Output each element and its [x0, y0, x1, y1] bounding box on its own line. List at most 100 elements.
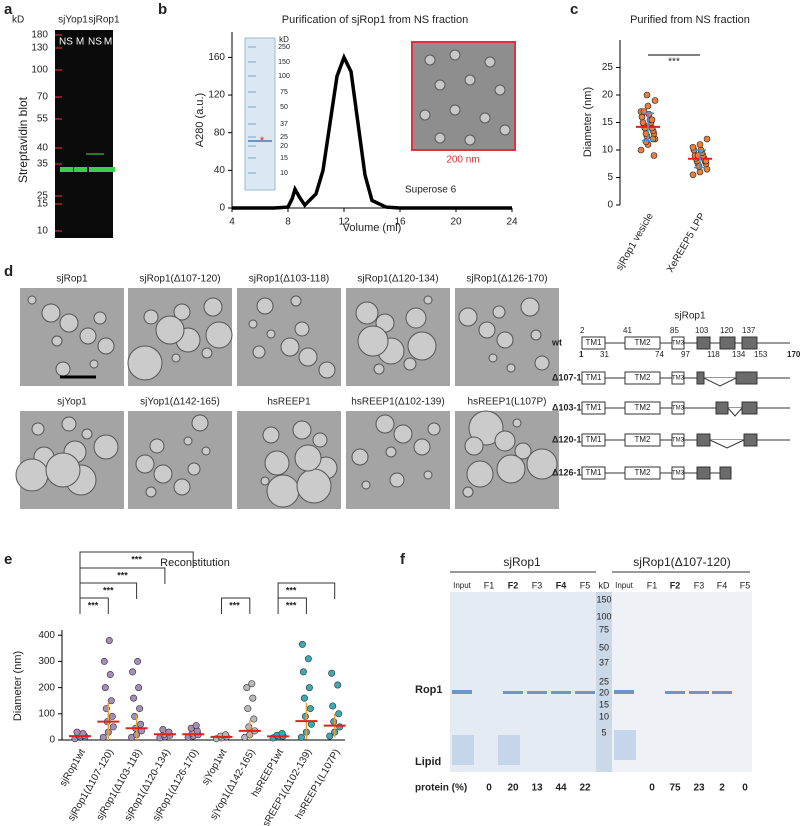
- x-tick-label: 4: [229, 217, 235, 228]
- particle: [494, 430, 516, 452]
- lane-label: NS: [59, 37, 73, 48]
- particle: [318, 361, 336, 379]
- ladder-label: 25: [37, 191, 49, 202]
- ladder-lane: [596, 592, 612, 772]
- lipid: [614, 730, 636, 760]
- particle: [201, 446, 211, 456]
- dot: [696, 168, 704, 176]
- dot: [136, 705, 144, 713]
- y-tick-label: 120: [208, 90, 225, 101]
- y-tick-label: 0: [219, 203, 225, 214]
- image-label: sjYop1: [57, 397, 87, 408]
- domain-label: TM3: [672, 438, 685, 444]
- band: [614, 690, 634, 694]
- particle: [145, 486, 157, 498]
- x-tick-label: 20: [450, 217, 462, 228]
- row-label: protein (%): [415, 783, 467, 794]
- particle: [506, 363, 516, 373]
- star: *: [260, 135, 265, 147]
- panel-letter: b: [158, 1, 167, 18]
- significance: ***: [286, 585, 297, 595]
- dot: [130, 694, 138, 702]
- particle: [434, 132, 446, 144]
- kd-label: kD: [279, 35, 289, 44]
- particle: [424, 54, 436, 66]
- x-tick-label: sjRop1wt: [58, 747, 88, 788]
- ladder-label: 15: [280, 155, 288, 162]
- domain-label: TM1: [586, 468, 603, 477]
- helix-box: [696, 433, 711, 447]
- dot: [249, 694, 257, 702]
- dot: [703, 135, 711, 143]
- band: [503, 691, 523, 694]
- particle: [280, 337, 300, 357]
- particle: [149, 438, 165, 454]
- dot: [643, 91, 651, 99]
- residue-number: 134: [732, 350, 746, 359]
- particle: [468, 410, 504, 446]
- particle: [355, 301, 379, 325]
- band-label: Lipid: [415, 756, 441, 768]
- image-label: hsREEP1: [267, 397, 311, 408]
- particle: [488, 353, 498, 363]
- lane-label: F2: [670, 580, 681, 590]
- ladder-label: 75: [280, 89, 288, 96]
- band: [74, 167, 87, 172]
- protein-value: 13: [531, 783, 543, 794]
- domain-label: TM3: [672, 376, 685, 382]
- panel-letter: e: [4, 551, 12, 568]
- particle: [171, 353, 181, 363]
- y-tick-label: 400: [38, 630, 55, 641]
- particle: [41, 303, 61, 323]
- residue-number: 137: [742, 326, 756, 335]
- particle: [135, 454, 155, 474]
- particle: [93, 434, 119, 460]
- particle: [479, 112, 491, 124]
- band: [575, 691, 595, 694]
- lane-label: F3: [694, 580, 705, 590]
- protein-value: 20: [507, 783, 519, 794]
- tm-box: [581, 371, 606, 385]
- helix-box: [696, 466, 711, 480]
- residue-number: 153: [754, 350, 768, 359]
- domain-label: TM1: [586, 403, 603, 412]
- dot: [644, 102, 652, 110]
- particle: [494, 84, 506, 96]
- particle: [256, 297, 274, 315]
- lane-label: M: [104, 37, 112, 48]
- dot: [305, 684, 313, 692]
- dot: [299, 668, 307, 676]
- helix-box: [743, 433, 758, 447]
- domain-label: TM3: [672, 341, 685, 347]
- band: [89, 167, 102, 172]
- domain-label: TM1: [586, 373, 603, 382]
- domain-label: TM2: [635, 403, 652, 412]
- dot: [129, 668, 137, 676]
- ladder-label: 25: [280, 134, 288, 141]
- particle: [403, 357, 417, 371]
- particle: [252, 345, 266, 359]
- annotation: Superose 6: [405, 185, 457, 196]
- ladder-label: 50: [599, 642, 609, 652]
- lane-label: F2: [508, 580, 519, 590]
- y-label: A280 (a.u.): [194, 93, 206, 147]
- particle: [464, 436, 484, 456]
- particle: [81, 428, 93, 440]
- protein-value: 22: [579, 783, 591, 794]
- dot: [300, 694, 308, 702]
- dot: [689, 143, 697, 151]
- protein-band: [248, 140, 272, 142]
- residue-number: 120: [720, 326, 734, 335]
- particle: [434, 79, 446, 91]
- particle: [464, 134, 476, 146]
- ladder-label: 70: [37, 92, 49, 103]
- ladder-label: 10: [37, 226, 49, 237]
- lane-label: Input: [615, 581, 634, 590]
- particle: [173, 303, 191, 321]
- significance: ***: [103, 585, 114, 595]
- particle: [413, 438, 431, 456]
- dot: [248, 680, 256, 688]
- dot: [134, 657, 142, 665]
- ladder-label: 100: [278, 73, 290, 80]
- tm-box: [624, 466, 661, 480]
